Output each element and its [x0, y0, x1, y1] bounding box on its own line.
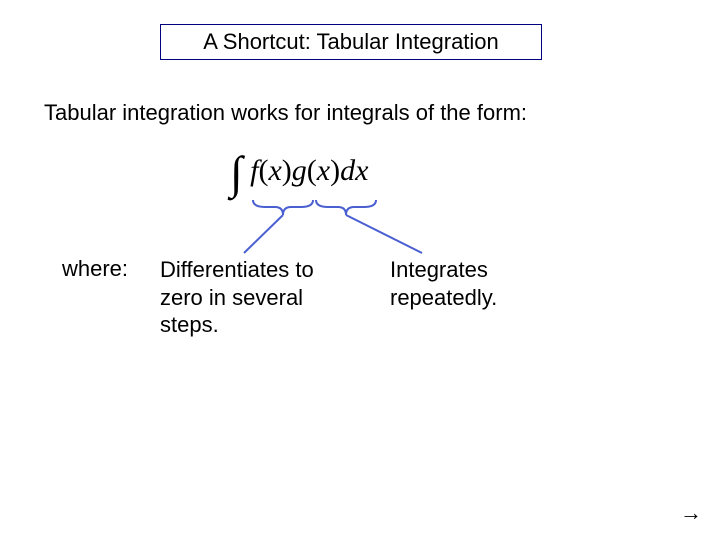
int-close1: )	[282, 154, 292, 187]
pointer-line-left	[244, 215, 283, 253]
title-box: A Shortcut: Tabular Integration	[160, 24, 542, 60]
next-arrow-icon[interactable]: →	[680, 500, 702, 526]
integral-expression: ∫ f(x)g(x)dx	[230, 154, 368, 188]
title-text: A Shortcut: Tabular Integration	[203, 29, 499, 54]
int-g: g	[292, 154, 307, 187]
int-x2: x	[317, 154, 330, 187]
integral-sign-icon: ∫	[230, 159, 243, 187]
int-open1: (	[258, 154, 268, 187]
pointer-line-right	[346, 215, 422, 253]
brace-arrows-diagram	[230, 195, 470, 260]
int-dx: dx	[340, 154, 368, 187]
int-open2: (	[307, 154, 317, 187]
brace-right-icon	[316, 200, 376, 215]
brace-left-icon	[253, 200, 313, 215]
int-x1: x	[268, 154, 281, 187]
caption-integrates: Integrates repeatedly.	[390, 256, 550, 311]
caption-differentiates: Differentiates to zero in several steps.	[160, 256, 340, 339]
where-label: where:	[62, 256, 128, 282]
description-text: Tabular integration works for integrals …	[44, 100, 527, 126]
int-close2: )	[330, 154, 340, 187]
